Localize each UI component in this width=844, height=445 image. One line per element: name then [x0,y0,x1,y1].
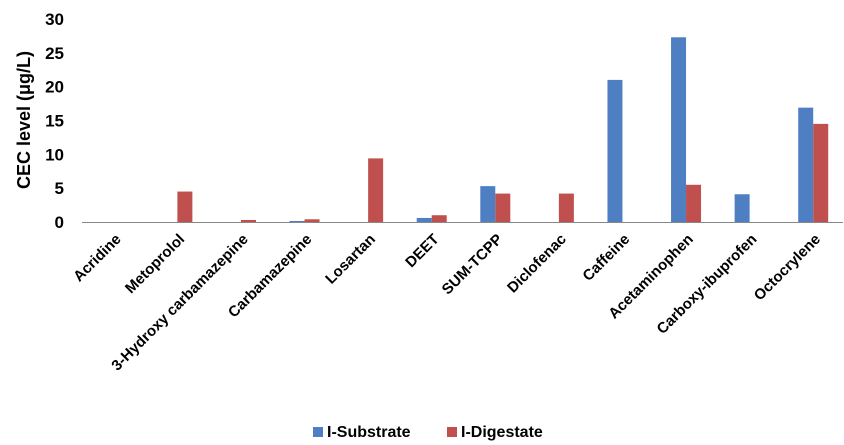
bar-i-digestate-6 [495,193,511,222]
bar-i-substrate-8 [607,79,623,223]
category-label: Losartan [322,231,379,288]
bar-i-digestate-9 [686,184,702,222]
bar-i-substrate-11 [798,107,814,222]
y-tick-label: 5 [55,179,64,198]
bar-i-substrate-5 [416,217,432,222]
y-tick-label: 30 [45,10,64,29]
bar-i-digestate-1 [177,191,193,222]
y-axis-label: CEC level (μg/L) [14,51,34,189]
y-tick-label: 10 [45,145,64,164]
category-label: Diclofenac [504,231,570,297]
category-label: Acridine [70,231,124,285]
category-label: SUM-TCPP [439,231,506,298]
legend-swatch [313,427,323,437]
legend-label: I-Digestate [461,424,543,441]
bar-i-substrate-6 [480,186,496,222]
bar-i-digestate-5 [431,215,447,222]
bar-i-substrate-3 [289,220,305,222]
bar-i-substrate-10 [734,194,750,222]
bar-i-digestate-4 [368,158,384,222]
bar-i-digestate-11 [813,123,829,222]
bar-i-digestate-2 [240,219,256,222]
bar-i-substrate-9 [671,37,687,222]
bar-i-digestate-3 [304,219,320,222]
y-tick-label: 15 [45,112,64,131]
y-tick-label: 20 [45,78,64,97]
bar-i-digestate-7 [558,193,574,222]
category-label: DEET [402,231,442,271]
y-tick-label: 0 [55,213,64,232]
category-label: Octocrylene [751,231,824,304]
category-label: Caffeine [579,231,633,285]
y-tick-label: 25 [45,44,64,63]
category-label: Metoprolol [122,231,188,297]
legend-label: I-Substrate [327,424,411,441]
legend-swatch [447,427,457,437]
